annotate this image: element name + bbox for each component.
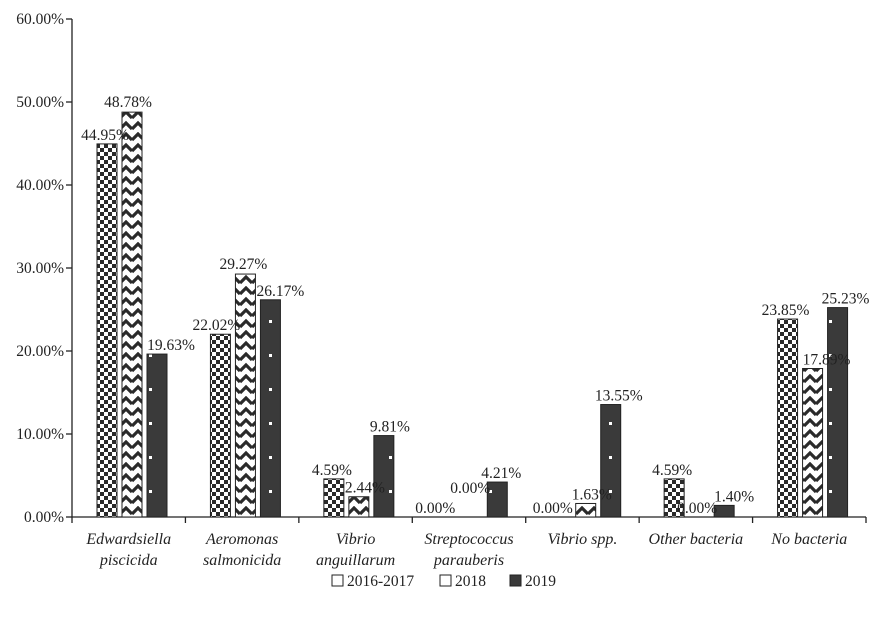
bar-2019-2 — [373, 435, 395, 518]
bar-2019-6 — [827, 307, 849, 518]
data-label: 22.02% — [193, 317, 241, 334]
data-label: 13.55% — [595, 388, 643, 405]
y-tick-label: 0.00% — [24, 509, 64, 526]
data-label: 26.17% — [257, 283, 305, 300]
bar-2019-4 — [600, 404, 622, 518]
legend: 2016-2017 2018 2019 — [331, 573, 556, 590]
x-category-label: Vibrio — [336, 531, 376, 548]
data-label: 17.89% — [803, 352, 851, 369]
x-category-label: No bacteria — [770, 531, 847, 548]
data-label: 0.00% — [533, 500, 573, 517]
data-label: 4.59% — [312, 462, 352, 479]
data-label: 0.00% — [415, 500, 455, 517]
x-category-label: parauberis — [433, 552, 504, 569]
y-tick-label: 50.00% — [16, 94, 64, 111]
x-category-label: Streptococcus — [424, 531, 513, 548]
bar-2018-1 — [234, 273, 256, 518]
data-labels: 44.95% 22.02% 4.59% 0.00% 0.00% 4.59% 23.85% 48… — [81, 94, 869, 517]
legend-label: 2019 — [525, 573, 556, 590]
data-label: 29.27% — [220, 256, 268, 273]
data-label: 0.00% — [450, 480, 490, 497]
data-label: 25.23% — [822, 291, 870, 308]
bar-2019-3 — [486, 481, 508, 518]
bar-2016-2017-0 — [96, 143, 118, 518]
data-label: 4.21% — [481, 465, 521, 482]
x-category-label: Aeromonas — [205, 531, 278, 548]
legend-swatch — [439, 574, 452, 587]
y-tick-label: 60.00% — [16, 11, 64, 28]
bar-2018-2 — [348, 496, 370, 518]
bar-2016-2017-1 — [209, 333, 231, 518]
legend-swatch — [331, 574, 344, 587]
legend-label: 2016-2017 — [347, 573, 414, 590]
bar-2019-5 — [713, 504, 735, 518]
y-tick-label: 20.00% — [16, 343, 64, 360]
data-label: 2.44% — [345, 480, 385, 497]
bar-2019-0 — [146, 353, 168, 518]
data-label: 48.78% — [104, 94, 152, 111]
bar-2019-1 — [259, 299, 281, 518]
data-label: 1.40% — [714, 488, 754, 505]
bar-2018-6 — [802, 368, 824, 518]
y-tick-label: 10.00% — [16, 426, 64, 443]
x-category-label: salmonicida — [203, 552, 281, 569]
bar-2016-2017-5 — [663, 478, 685, 518]
data-label: 23.85% — [762, 302, 810, 319]
bar-2016-2017-6 — [777, 318, 799, 518]
x-category-label: Vibrio spp. — [547, 531, 617, 548]
bars — [96, 111, 849, 518]
data-label: 4.59% — [652, 462, 692, 479]
x-category-label: Other bacteria — [649, 531, 744, 548]
data-label: 1.63% — [572, 486, 612, 503]
data-label: 0.00% — [677, 500, 717, 517]
y-tick-label: 30.00% — [16, 260, 64, 277]
bar-2018-0 — [121, 111, 143, 518]
data-label: 44.95% — [81, 127, 129, 144]
bar-2016-2017-2 — [323, 478, 345, 518]
x-category-label: anguillarum — [316, 552, 395, 569]
axes: 0.00% 10.00% 20.00% 30.00% 40.00% 50.00% 60.00… — [16, 11, 867, 569]
legend-label: 2018 — [455, 573, 486, 590]
legend-swatch — [509, 574, 522, 587]
data-label: 19.63% — [147, 337, 195, 354]
y-tick-label: 40.00% — [16, 177, 64, 194]
x-category-label: Edwardsiella — [85, 531, 171, 548]
bar-2018-4 — [575, 502, 597, 518]
x-category-label: piscicida — [99, 552, 158, 569]
data-label: 9.81% — [370, 419, 410, 436]
